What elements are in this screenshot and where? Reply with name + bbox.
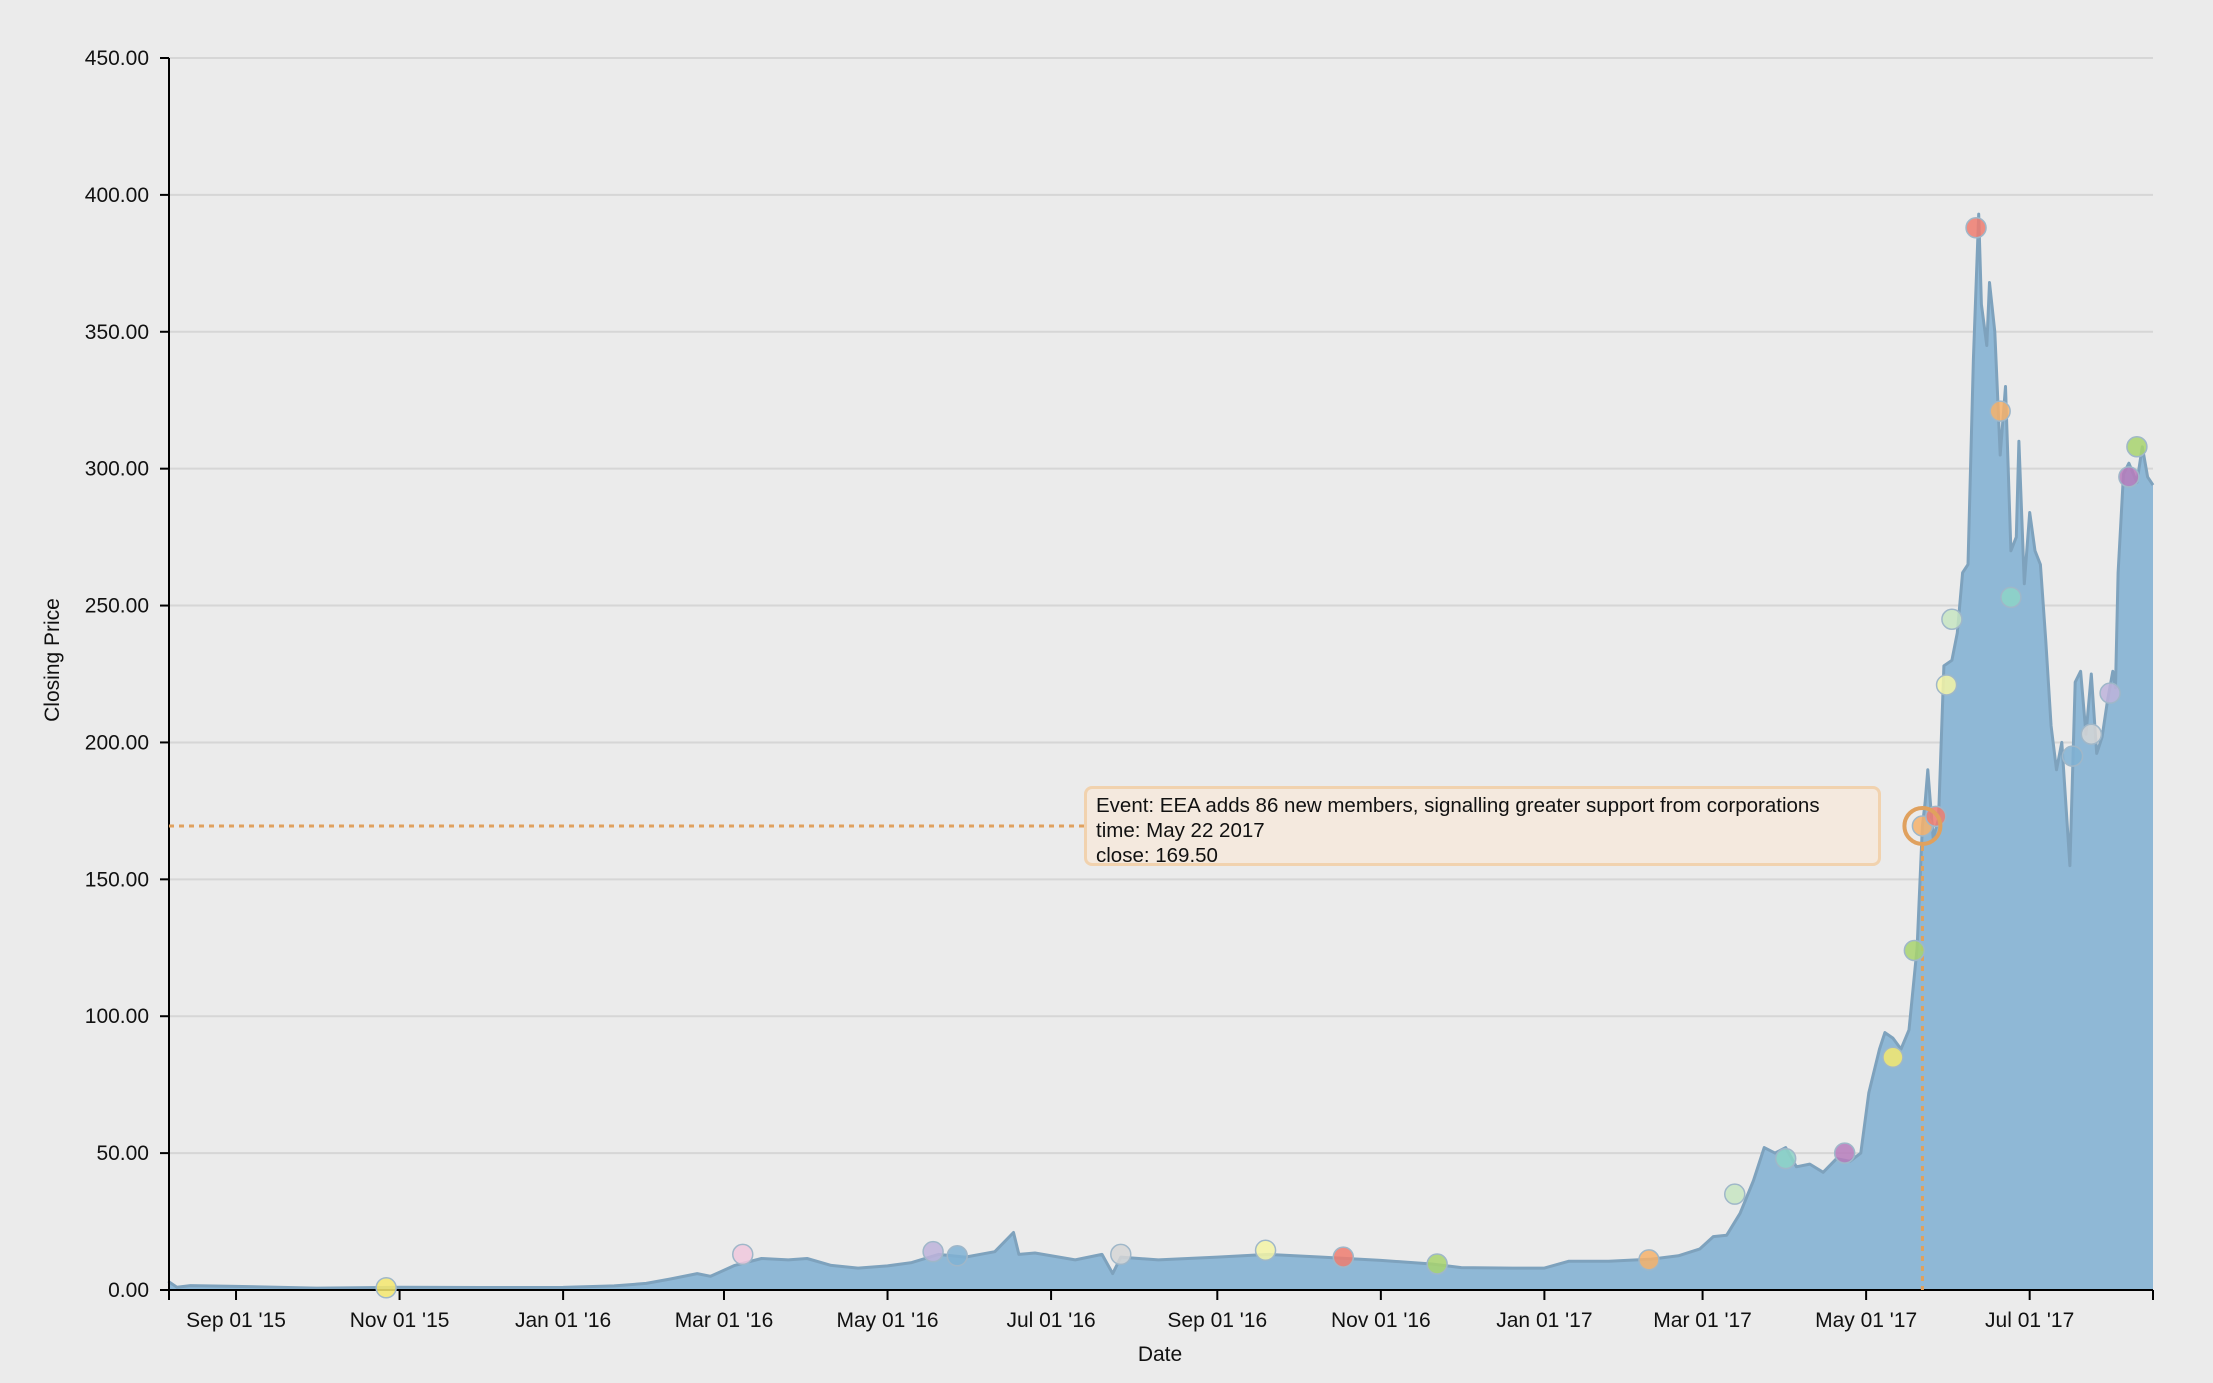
event-marker (2099, 682, 2121, 704)
axes: 0.00 50.00 100.00 150.00 200.00 250.00 300.00 3… (85, 47, 2154, 1332)
x-tick-label: Nov 01 '16 (1331, 1309, 1431, 1332)
gridlines (169, 57, 2153, 1291)
x-tick-label: Sep 01 '16 (1167, 1309, 1267, 1332)
event-marker (1833, 1142, 1856, 1164)
event-marker (1426, 1253, 1448, 1275)
event-marker (946, 1245, 968, 1267)
event-marker (1724, 1183, 1746, 1205)
y-axis-label: Closing Price (41, 598, 64, 722)
highlight-ring (1902, 805, 1943, 846)
y-tick-label: 350.00 (85, 321, 149, 344)
tooltip-guides (169, 824, 1924, 1290)
y-tick-label: 200.00 (85, 731, 149, 754)
event-marker (1332, 1246, 1355, 1268)
x-axis-label: Date (1138, 1343, 1182, 1366)
event-markers (375, 216, 2148, 1299)
x-tick-label: Jan 01 '16 (515, 1309, 611, 1332)
tooltip-event-text: Event: EEA adds 86 new members, signalli… (1096, 794, 1820, 817)
price-line (167, 212, 2155, 1290)
event-marker (1254, 1239, 1277, 1262)
event-tooltip: Event: EEA adds 86 new members, signalli… (1084, 786, 1881, 867)
x-tick-label: Mar 01 '16 (675, 1309, 774, 1332)
y-tick-label: 450.00 (85, 47, 149, 70)
y-tick-label: 50.00 (96, 1142, 149, 1165)
y-tick-label: 0.00 (108, 1279, 149, 1302)
y-tick-label: 250.00 (85, 595, 149, 618)
event-marker (2061, 745, 2084, 767)
event-marker (2126, 436, 2148, 458)
event-marker (1903, 939, 1926, 962)
x-tick-label: Jul 01 '16 (1006, 1309, 1095, 1332)
tooltip-close-text: close: 169.50 (1096, 844, 1218, 867)
y-tick-label: 300.00 (85, 458, 149, 481)
x-tick-label: May 01 '16 (836, 1309, 938, 1332)
event-marker (732, 1243, 754, 1266)
event-marker (1965, 216, 1987, 239)
y-tick-label: 150.00 (85, 868, 149, 891)
event-marker (1882, 1046, 1904, 1069)
event-marker (1935, 674, 1958, 696)
x-tick-label: Jan 01 '17 (1496, 1309, 1592, 1332)
event-marker (1941, 608, 1963, 630)
event-marker (1989, 400, 2011, 422)
event-marker (2118, 466, 2140, 488)
tooltip-time-text: time: May 22 2017 (1096, 819, 1265, 842)
event-marker (2080, 723, 2103, 745)
x-tick-label: Mar 01 '17 (1653, 1309, 1752, 1332)
event-marker (1110, 1243, 1132, 1266)
y-tick-label: 100.00 (85, 1005, 149, 1028)
x-tick-label: Jul 01 '17 (1985, 1309, 2074, 1332)
price-area (169, 214, 2153, 1291)
x-tick-label: Nov 01 '15 (350, 1309, 450, 1332)
event-marker (375, 1277, 397, 1299)
event-marker (1774, 1147, 1797, 1170)
event-marker (2000, 586, 2022, 609)
x-tick-label: Sep 01 '15 (186, 1309, 286, 1332)
price-area-layer (167, 212, 2155, 1291)
event-marker (1638, 1249, 1660, 1271)
event-marker (922, 1240, 944, 1263)
x-tick-label: May 01 '17 (1815, 1309, 1917, 1332)
y-tick-label: 400.00 (85, 184, 149, 207)
